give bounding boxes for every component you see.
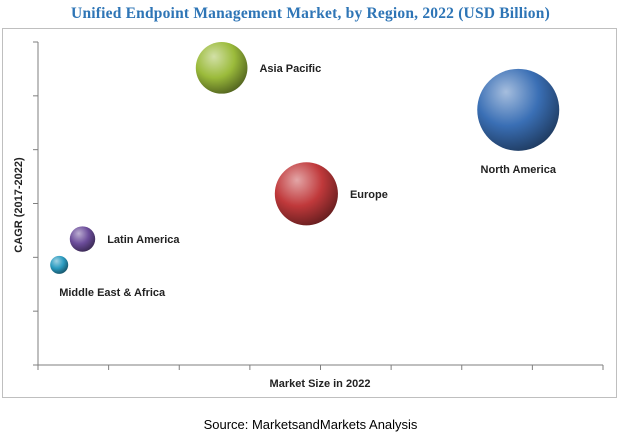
bubble-middle-east-africa xyxy=(50,255,69,274)
bubble-latin-america xyxy=(69,226,96,252)
bubble-asia-pacific xyxy=(195,42,248,94)
chart-axes xyxy=(33,41,604,370)
y-axis-title: CAGR (2017-2022) xyxy=(13,157,25,253)
label-layer: North America Europe Asia Pacific Latin Ame… xyxy=(59,63,557,299)
bubble-label-latin-america: Latin America xyxy=(107,234,180,246)
source-note: Source: MarketsandMarkets Analysis xyxy=(203,417,418,432)
x-axis-title: Market Size in 2022 xyxy=(270,378,371,390)
bubble-europe xyxy=(274,162,338,226)
bubble-label-asia-pacific: Asia Pacific xyxy=(259,63,321,75)
bubble-label-europe: Europe xyxy=(350,189,388,201)
bubble-north-america xyxy=(477,68,560,151)
bubble-layer xyxy=(50,42,560,274)
chart-frame xyxy=(2,28,617,398)
bubble-label-north-america: North America xyxy=(481,164,557,176)
chart-title: Unified Endpoint Management Market, by R… xyxy=(71,5,550,22)
bubble-label-middle-east-africa: Middle East & Africa xyxy=(59,287,166,299)
